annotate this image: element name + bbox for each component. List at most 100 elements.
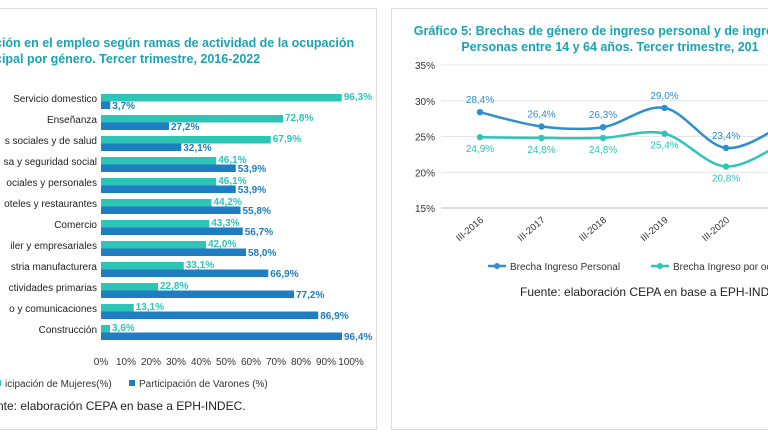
y-tick-label: 30%: [415, 97, 435, 108]
category-label: Construcción: [39, 325, 97, 336]
x-tick-label: 90%: [316, 357, 336, 368]
data-label-mujeres: 67,9%: [273, 134, 301, 145]
data-label-ocupacion: 20,8%: [712, 174, 740, 185]
data-label-varones: 32,1%: [183, 143, 211, 154]
x-tick-label: 100%: [338, 357, 364, 368]
data-label-ocupacion: 24,9%: [466, 144, 494, 155]
x-tick-label: III-2019: [639, 215, 671, 244]
x-tick-label: 10%: [116, 357, 136, 368]
data-label-varones: 96,4%: [344, 332, 372, 343]
bar-varones: [101, 290, 294, 298]
legend-marker-ocupacion: [657, 263, 663, 269]
data-label-varones: 77,2%: [296, 290, 324, 301]
data-label-mujeres: 46,1%: [218, 155, 246, 166]
bar-varones: [101, 269, 269, 277]
x-tick-label: 30%: [166, 357, 186, 368]
x-tick-label: 80%: [291, 357, 311, 368]
data-label-personal: 26,4%: [527, 109, 555, 120]
bar-mujeres: [101, 115, 283, 123]
left-title-line-1: ción en el empleo según ramas de activid…: [0, 36, 355, 50]
data-label-personal: 23,4%: [712, 131, 740, 142]
data-label-varones: 53,9%: [238, 164, 266, 175]
bar-mujeres: [101, 220, 210, 228]
point-personal: [538, 123, 545, 130]
bar-varones: [101, 311, 319, 319]
category-label: Enseñanza: [47, 115, 97, 126]
legend-label-mujeres: icipación de Mujeres(%): [5, 379, 112, 390]
legend-swatch-mujeres: [0, 380, 1, 386]
right-title-line-1: Gráfico 5: Brechas de género de ingreso …: [413, 24, 768, 38]
right-chart-panel: Gráfico 5: Brechas de género de ingreso …: [391, 8, 768, 430]
y-tick-label: 35%: [415, 61, 435, 72]
bar-varones: [101, 227, 243, 235]
left-chart-source: nte: elaboración CEPA en base a EPH-INDE…: [0, 399, 246, 413]
data-label-personal: 29,0%: [650, 91, 678, 102]
legend-marker-personal: [494, 263, 500, 269]
data-label-varones: 56,7%: [245, 227, 273, 238]
x-tick-label: 20%: [141, 357, 161, 368]
point-personal: [599, 124, 607, 131]
right-chart-title: Gráfico 5: Brechas de género de ingreso …: [410, 23, 768, 55]
bar-varones: [101, 101, 111, 109]
category-label: o y comunicaciones: [9, 304, 97, 315]
legend-label-varones: Participación de Varones (%): [139, 379, 268, 390]
y-tick-label: 25%: [415, 133, 435, 144]
data-label-mujeres: 96,3%: [344, 92, 372, 103]
bar-mujeres: [101, 157, 217, 165]
data-label-varones: 66,9%: [270, 269, 298, 280]
bar-mujeres: [101, 283, 158, 291]
bar-mujeres: [101, 199, 212, 207]
legend-label-ocupacion: Brecha Ingreso por ocu: [673, 262, 768, 273]
series-line-personal: [479, 106, 768, 150]
x-tick-label: III-2018: [577, 215, 609, 244]
point-ocupacion: [476, 134, 484, 141]
x-tick-label: III-2017: [516, 215, 548, 244]
x-tick-label: 0%: [94, 357, 109, 368]
bar-mujeres: [101, 241, 206, 249]
legend-swatch-varones: [129, 380, 135, 386]
data-label-mujeres: 46,1%: [218, 176, 246, 187]
bar-mujeres: [101, 262, 184, 270]
data-label-mujeres: 33,1%: [186, 260, 214, 271]
data-label-personal: 28,4%: [466, 95, 494, 106]
category-label: Servicio domestico: [13, 94, 97, 105]
category-label: oteles y restaurantes: [4, 199, 97, 210]
point-ocupacion: [538, 134, 545, 142]
point-ocupacion: [661, 130, 668, 137]
point-personal: [722, 144, 730, 152]
bar-mujeres: [101, 94, 342, 102]
point-ocupacion: [722, 163, 730, 170]
bar-chart: Servicio domestico 96,3% 3,7% Enseñanza 72,8…: [0, 92, 372, 390]
category-label: ociales y personales: [6, 178, 97, 189]
left-chart-title: ción en el empleo según ramas de activid…: [0, 35, 354, 67]
x-tick-label: 40%: [191, 357, 211, 368]
left-title-line-2: cipal por género. Tercer trimestre, 2016…: [0, 52, 261, 66]
data-label-mujeres: 43,3%: [211, 218, 239, 229]
y-tick-label: 15%: [415, 204, 435, 215]
data-label-ocupacion: 25,4%: [650, 141, 678, 152]
bar-varones: [101, 332, 342, 340]
data-label-varones: 3,7%: [112, 101, 135, 112]
point-ocupacion: [599, 134, 607, 142]
data-label-varones: 53,9%: [238, 185, 266, 196]
data-label-mujeres: 72,8%: [285, 113, 313, 124]
bar-mujeres: [101, 325, 110, 333]
point-personal: [661, 104, 668, 112]
bar-mujeres: [101, 136, 271, 144]
data-label-mujeres: 42,0%: [208, 239, 236, 250]
category-label: iler y empresariales: [10, 241, 97, 252]
x-tick-label: 50%: [216, 357, 236, 368]
bar-mujeres: [101, 178, 217, 186]
x-tick-label: III-2016: [454, 215, 486, 244]
data-label-ocupacion: 24,8%: [527, 145, 555, 156]
data-label-mujeres: 44,2%: [214, 197, 242, 208]
x-tick-label: 60%: [241, 357, 261, 368]
bar-varones: [101, 206, 241, 214]
data-label-mujeres: 13,1%: [136, 302, 164, 313]
x-tick-label: III-2020: [700, 215, 732, 244]
data-label-varones: 86,9%: [320, 311, 348, 322]
data-label-mujeres: 22,8%: [160, 281, 188, 292]
bar-mujeres: [101, 304, 134, 312]
category-label: s sociales y de salud: [5, 136, 97, 147]
y-tick-label: 20%: [415, 168, 435, 179]
